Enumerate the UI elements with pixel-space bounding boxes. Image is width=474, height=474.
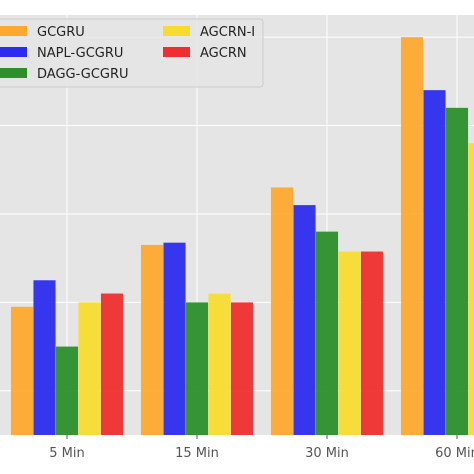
bar-agcrn-15-min (230, 302, 254, 435)
bar-dagg-gcgru-60-min (445, 107, 469, 435)
bar-napl-gcgru-30-min (293, 205, 316, 435)
bar-gcgru-30-min (270, 187, 294, 435)
bar-napl-gcgru-5-min (33, 280, 56, 435)
legend-label-gcgru: GCGRU (37, 25, 85, 40)
legend-swatch-agcrn-i (163, 26, 190, 36)
legend-swatch-napl-gcgru (0, 47, 27, 57)
bar-dagg-gcgru-5-min (55, 346, 79, 435)
legend-label-napl-gcgru: NAPL-GCGRU (37, 46, 123, 61)
bar-agcrn-30-min (360, 251, 384, 435)
legend-label-agcrn-i: AGCRN-I (200, 25, 255, 40)
bar-dagg-gcgru-15-min (185, 302, 209, 435)
bar-gcgru-5-min (10, 306, 34, 435)
legend-label-agcrn: AGCRN (200, 46, 247, 61)
bar-agcrn-i-5-min (78, 302, 101, 435)
bar-agcrn-i-15-min (208, 293, 231, 435)
legend-label-dagg-gcgru: DAGG-GCGRU (37, 67, 129, 82)
bar-napl-gcgru-60-min (423, 90, 446, 435)
legend-swatch-agcrn (163, 47, 190, 57)
bars (10, 37, 474, 436)
x-tick-label: 15 Min (175, 446, 219, 461)
bar-gcgru-60-min (400, 37, 424, 436)
x-tick-label: 60 Min (435, 446, 474, 461)
bar-dagg-gcgru-30-min (315, 231, 339, 435)
legend-swatch-gcgru (0, 26, 27, 36)
legend: GCGRU NAPL-GCGRU DAGG-GCGRU AGCRN-I AGCRN (0, 18, 264, 88)
bar-agcrn-5-min (100, 293, 124, 435)
bar-agcrn-i-60-min (468, 143, 474, 436)
bar-gcgru-15-min (140, 244, 164, 435)
x-axis-ticks: 5 Min 15 Min 30 Min 60 Min (49, 435, 474, 461)
x-tick-label: 5 Min (49, 446, 84, 461)
bar-agcrn-i-30-min (338, 251, 361, 435)
legend-swatch-dagg-gcgru (0, 68, 27, 78)
x-tick-label: 30 Min (305, 446, 349, 461)
bar-napl-gcgru-15-min (163, 242, 186, 435)
legend-box (0, 18, 264, 88)
